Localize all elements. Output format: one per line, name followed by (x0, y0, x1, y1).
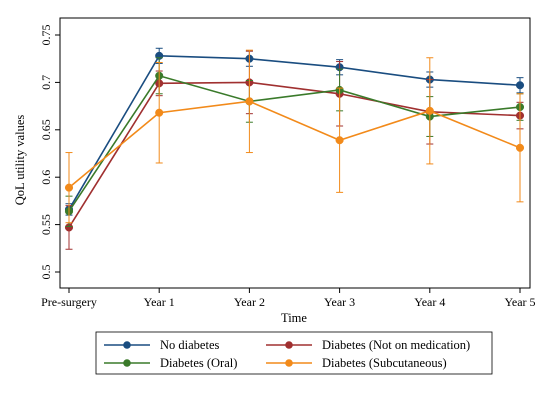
legend-label: Diabetes (Oral) (160, 356, 237, 370)
y-tick-label: 0.65 (39, 119, 53, 140)
legend-label: No diabetes (160, 338, 219, 352)
y-tick-label: 0.7 (39, 75, 53, 90)
y-tick-label: 0.55 (39, 214, 53, 235)
x-tick-label: Year 5 (504, 295, 535, 309)
legend-box (95, 331, 493, 375)
plot-frame (59, 17, 531, 289)
legend-item: Diabetes (Subcutaneous) (266, 356, 447, 370)
y-tick-label: 0.75 (39, 25, 53, 46)
data-point (155, 108, 164, 117)
legend-swatch-marker (285, 341, 293, 349)
plot-area (64, 47, 525, 250)
y-axis-title: QoL utility values (13, 115, 27, 206)
legend-swatch-marker (123, 359, 131, 367)
legend-item: No diabetes (104, 338, 219, 352)
data-point (515, 81, 525, 90)
data-point (245, 97, 254, 106)
data-point (64, 183, 74, 192)
x-tick-label: Year 1 (144, 295, 175, 309)
y-tick-label: 0.6 (39, 170, 53, 185)
series-line (68, 74, 521, 212)
legend-swatch-marker (123, 341, 131, 349)
data-point (335, 136, 344, 145)
series-4 (64, 49, 525, 224)
legend-label: Diabetes (Not on medication) (322, 338, 470, 352)
legend: No diabetes Diabetes (Not on medication) D… (95, 331, 493, 375)
legend-swatch-marker (285, 359, 293, 367)
legend-item: Diabetes (Not on medication) (266, 338, 470, 352)
x-tick-label: Year 4 (414, 295, 445, 309)
series-line (68, 100, 521, 189)
x-tick-label: Year 2 (234, 295, 265, 309)
y-tick-label: 0.5 (39, 265, 53, 280)
axes: 0.5 0.55 0.6 0.65 0.7 0.75 Pre-surgery Year 1 Ye… (39, 17, 536, 309)
x-tick-label: Pre-surgery (41, 295, 97, 309)
series-line (68, 81, 521, 228)
series-3 (64, 57, 525, 227)
series-1 (64, 47, 525, 216)
legend-item: Diabetes (Oral) (104, 356, 237, 370)
data-point (515, 143, 525, 152)
x-tick-label: Year 3 (324, 295, 355, 309)
data-point (425, 106, 434, 115)
legend-label: Diabetes (Subcutaneous) (322, 356, 447, 370)
series-line (68, 55, 521, 210)
x-axis-title: Time (281, 311, 307, 325)
